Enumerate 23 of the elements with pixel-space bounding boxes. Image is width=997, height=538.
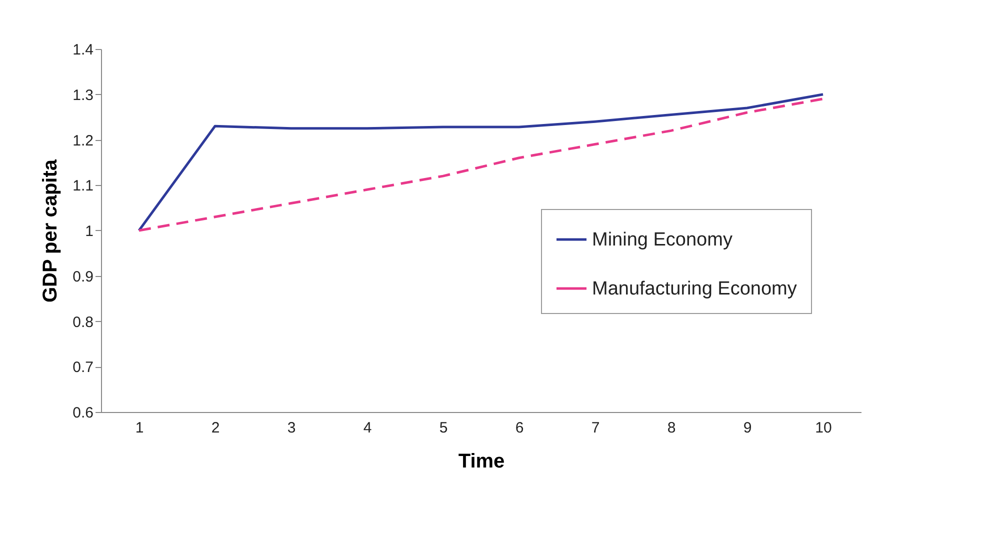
y-axis-title: GDP per capita: [40, 158, 62, 303]
y-tick-label: 1.3: [72, 86, 94, 104]
x-tick-label: 2: [211, 420, 220, 436]
legend-label: Mining Economy: [592, 230, 733, 250]
x-tick-label: 6: [515, 420, 524, 436]
x-tick-label: 7: [591, 420, 600, 436]
y-tick-label: 0.8: [72, 314, 94, 331]
legend-label: Manufacturing Economy: [592, 278, 798, 300]
x-tick-label: 1: [135, 420, 144, 436]
x-tick-label: 5: [439, 420, 448, 436]
y-tick-label: 1: [85, 223, 94, 240]
x-tick-label: 4: [363, 420, 372, 436]
x-tick-label: 8: [667, 420, 676, 436]
y-tick-label: 1.4: [72, 42, 94, 58]
y-tick-label: 0.7: [72, 359, 94, 376]
x-axis-title: Time: [458, 450, 505, 472]
x-tick-label: 3: [287, 420, 296, 436]
y-tick-label: 1.2: [72, 132, 94, 150]
y-tick-label: 1.1: [72, 178, 94, 195]
x-tick-label: 10: [815, 420, 832, 436]
x-tick-label: 9: [743, 420, 752, 436]
y-tick-label: 0.6: [72, 404, 94, 422]
y-tick-label: 0.9: [72, 268, 94, 286]
